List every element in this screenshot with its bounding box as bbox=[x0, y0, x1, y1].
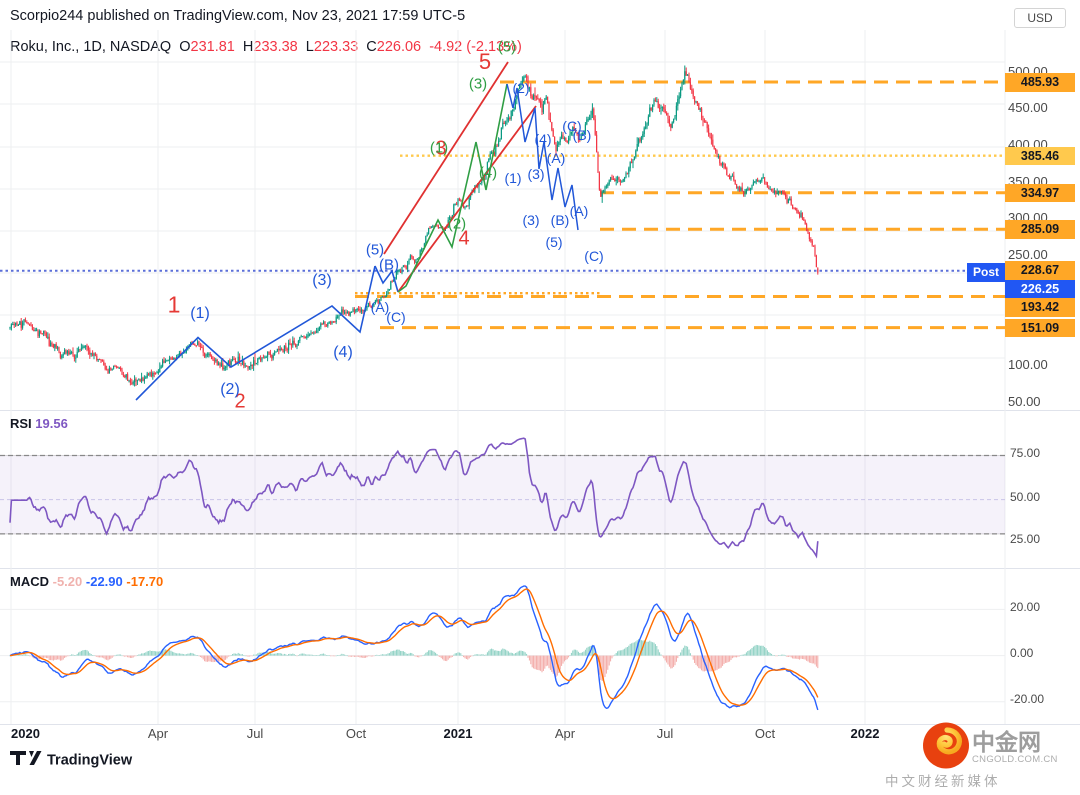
svg-text:TradingView: TradingView bbox=[47, 753, 133, 769]
svg-text:中金网: 中金网 bbox=[972, 729, 1041, 755]
svg-text:CNGOLD.COM.CN: CNGOLD.COM.CN bbox=[972, 754, 1058, 765]
